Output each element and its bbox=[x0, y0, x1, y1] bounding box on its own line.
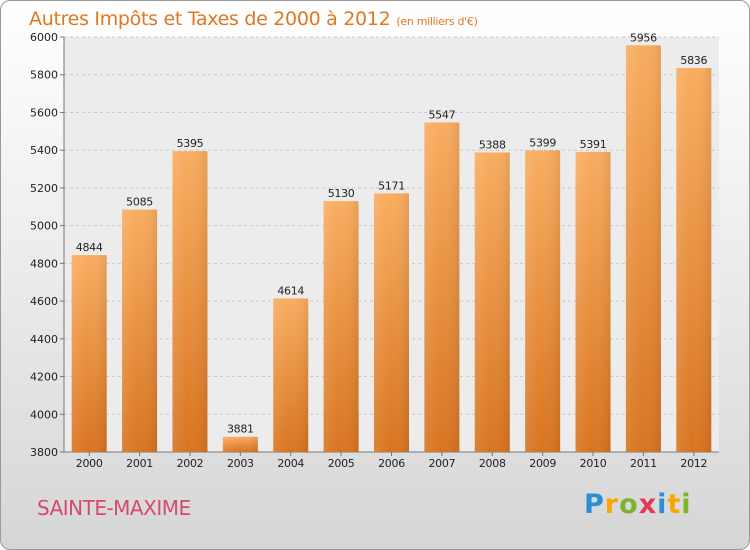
bar-value-label: 5391 bbox=[580, 138, 607, 151]
x-tick-label: 2007 bbox=[428, 457, 455, 470]
proxiti-logo: Proxiti bbox=[584, 489, 692, 520]
x-tick-label: 2012 bbox=[680, 457, 707, 470]
bar-value-label: 5171 bbox=[378, 179, 405, 192]
x-tick-label: 2010 bbox=[580, 457, 607, 470]
bar-value-label: 5388 bbox=[479, 138, 506, 151]
y-tick-label: 4800 bbox=[30, 257, 58, 270]
logo-letter: i bbox=[681, 489, 692, 520]
city-name: SAINTE-MAXIME bbox=[37, 496, 191, 520]
x-tick-label: 2002 bbox=[177, 457, 204, 470]
bar-shade bbox=[222, 436, 258, 452]
bar-value-label: 5956 bbox=[630, 31, 657, 44]
bar-shade bbox=[676, 67, 712, 452]
y-tick-label: 4000 bbox=[30, 408, 58, 421]
x-tick-label: 2009 bbox=[529, 457, 556, 470]
bar-shade bbox=[71, 255, 107, 452]
chart-title-text: Autres Impôts et Taxes de 2000 à 2012 bbox=[29, 8, 391, 30]
x-tick-label: 2000 bbox=[76, 457, 103, 470]
bar-shade bbox=[323, 201, 359, 452]
bar-value-label: 5130 bbox=[328, 187, 355, 200]
bar-value-label: 4844 bbox=[76, 241, 103, 254]
bar-shade bbox=[474, 152, 510, 453]
y-tick-label: 4600 bbox=[30, 295, 58, 308]
bar-shade bbox=[424, 122, 460, 452]
bar-shade bbox=[625, 45, 661, 453]
bar-value-label: 5395 bbox=[177, 137, 204, 150]
y-tick-label: 4200 bbox=[30, 371, 58, 384]
chart-title: Autres Impôts et Taxes de 2000 à 2012 (en… bbox=[29, 8, 478, 30]
x-tick-label: 2005 bbox=[328, 457, 355, 470]
bar-value-label: 5836 bbox=[680, 54, 707, 67]
bar-value-label: 5399 bbox=[529, 136, 556, 149]
y-tick-label: 4400 bbox=[30, 333, 58, 346]
bar-shade bbox=[122, 209, 158, 452]
x-tick-label: 2011 bbox=[630, 457, 657, 470]
bar-shade bbox=[374, 193, 409, 452]
bar-shade bbox=[575, 151, 611, 452]
x-tick-label: 2003 bbox=[227, 457, 254, 470]
bar-value-label: 5085 bbox=[126, 196, 153, 209]
bar-value-label: 3881 bbox=[227, 423, 254, 436]
x-tick-label: 2004 bbox=[277, 457, 304, 470]
y-tick-label: 5200 bbox=[30, 182, 58, 195]
bar-shade bbox=[273, 298, 309, 452]
x-tick-label: 2006 bbox=[378, 457, 405, 470]
logo-letter: x bbox=[638, 489, 658, 520]
bar-value-label: 5547 bbox=[428, 108, 455, 121]
logo-letter: o bbox=[619, 489, 639, 520]
x-tick-label: 2008 bbox=[479, 457, 506, 470]
y-tick-label: 5400 bbox=[30, 144, 58, 157]
logo-letter: r bbox=[604, 489, 620, 520]
x-tick-label: 2001 bbox=[126, 457, 153, 470]
y-tick-label: 5600 bbox=[30, 106, 58, 119]
y-tick-label: 5000 bbox=[30, 220, 58, 233]
logo-letter: i bbox=[657, 489, 668, 520]
chart-subtitle: (en milliers d'€) bbox=[396, 15, 478, 28]
logo-letter: t bbox=[667, 489, 682, 520]
y-tick-label: 3800 bbox=[30, 446, 58, 459]
logo-letter: P bbox=[584, 489, 605, 520]
bar-value-label: 4614 bbox=[277, 284, 304, 297]
bar-shade bbox=[525, 150, 561, 452]
bar-shade bbox=[172, 151, 208, 452]
y-tick-label: 6000 bbox=[30, 31, 58, 44]
y-tick-label: 5800 bbox=[30, 69, 58, 82]
